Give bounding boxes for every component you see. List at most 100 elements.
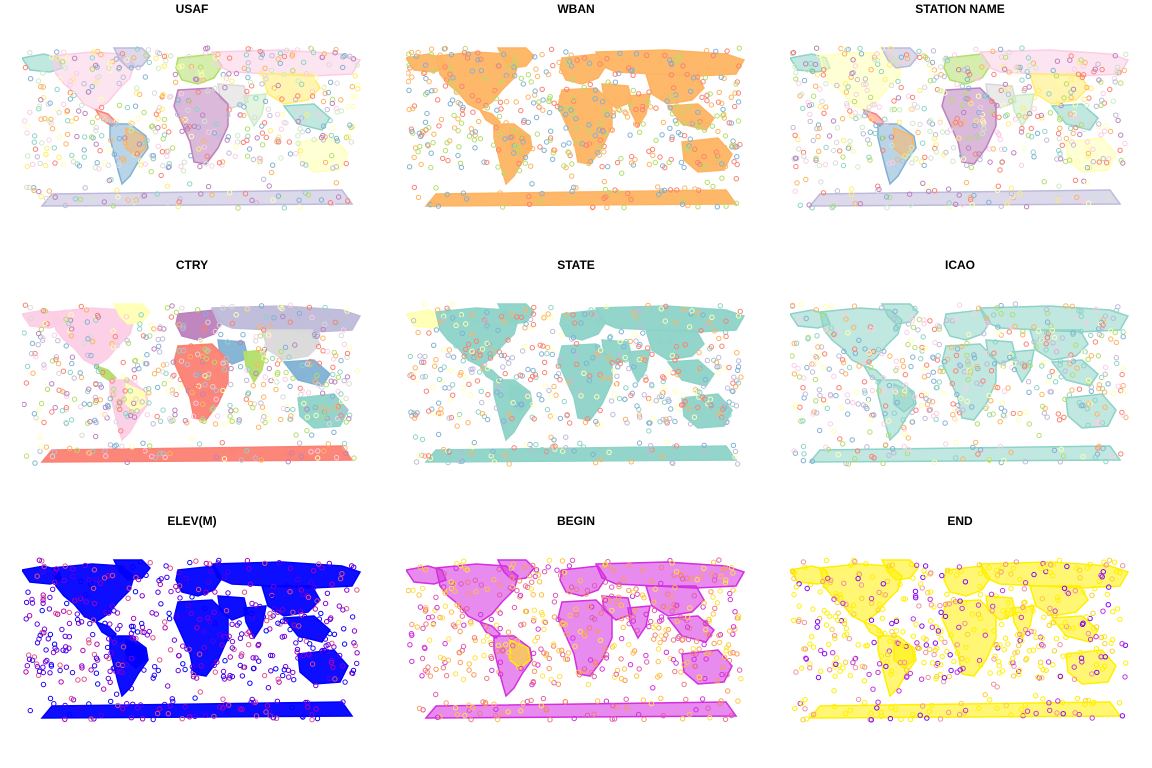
station-point [931,135,938,142]
station-point [964,162,970,169]
station-point [249,197,255,204]
station-point [64,55,71,61]
map-panel-ctry: CTRY [0,256,384,512]
station-point [1025,73,1031,80]
station-point [636,129,643,136]
station-point [946,709,952,716]
station-point [438,406,444,412]
station-point [195,89,201,95]
station-point [64,391,70,397]
station-point [1031,324,1037,330]
station-point [99,114,106,120]
station-point [72,55,78,62]
station-point [577,440,583,447]
station-point [636,356,643,363]
station-point [851,303,858,309]
station-point [408,49,415,56]
station-point [322,636,329,642]
station-point [1008,185,1015,192]
station-point [708,589,714,595]
station-point [257,48,263,55]
station-point [229,621,235,628]
station-point [864,87,870,94]
station-point [1003,561,1009,568]
station-point [563,125,569,131]
station-point [415,49,421,56]
land-region-china [1028,585,1089,617]
station-point [193,675,200,681]
station-point [1102,663,1108,669]
station-point [294,47,301,53]
station-point [229,320,236,327]
station-point [597,407,603,414]
station-point [446,415,452,421]
station-point [868,364,874,371]
station-point [1119,713,1126,719]
station-point [111,639,118,646]
station-point [298,115,305,121]
station-point [296,310,303,317]
station-point [625,65,632,71]
world-map-plot [790,557,1130,723]
station-point [85,336,91,342]
station-point [278,155,284,161]
station-point [69,326,75,332]
station-point [24,123,31,130]
station-point [975,451,981,457]
station-point [680,392,686,399]
station-point [418,132,425,138]
station-point [164,149,171,155]
station-point [696,674,702,680]
station-point [155,143,162,150]
station-point [1000,608,1006,614]
station-point [936,324,942,330]
station-point [241,104,247,110]
station-point [816,125,823,131]
station-point [929,624,936,630]
station-point [1023,409,1029,416]
station-point [728,94,734,100]
station-point [834,655,840,661]
station-point [685,614,691,620]
station-point [1084,406,1090,412]
station-point [618,329,625,335]
station-point [81,401,88,407]
station-point [735,613,742,619]
station-point [39,337,46,343]
station-point [40,308,47,314]
station-point [822,583,828,589]
station-point [735,313,742,319]
station-point [722,580,729,586]
station-point [960,407,966,413]
station-point [636,343,642,350]
station-point [657,672,663,679]
station-point [180,325,186,331]
station-point [1027,362,1033,369]
station-point [809,369,816,375]
station-point [64,131,71,138]
station-point [564,412,570,418]
station-point [300,652,307,659]
station-point [352,73,358,79]
station-point [34,640,41,646]
station-point [812,83,819,89]
station-point [1096,331,1103,338]
station-point [640,697,647,703]
station-point [77,592,83,598]
station-point [509,134,515,140]
station-point [109,572,116,579]
station-point [653,105,659,111]
station-point [910,633,917,640]
station-point [715,99,722,105]
station-point [847,672,853,679]
station-point [673,660,679,666]
station-point [1069,303,1075,310]
station-point [1056,557,1063,564]
station-point [834,188,841,194]
station-point [237,635,244,642]
station-point [875,699,881,705]
station-point [685,636,692,643]
station-point [268,67,275,74]
station-point [324,348,331,355]
station-point [975,134,981,141]
